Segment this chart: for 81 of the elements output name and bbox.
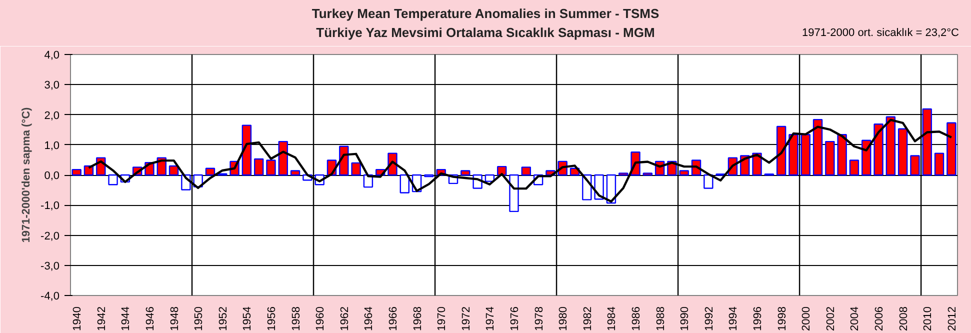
bar bbox=[788, 134, 798, 176]
bar bbox=[837, 134, 847, 176]
bar bbox=[934, 152, 944, 176]
y-tick-label: 2,0 bbox=[44, 110, 60, 122]
x-tick-label: 1956 bbox=[266, 306, 278, 331]
x-tick-label: 1972 bbox=[460, 306, 472, 331]
x-tick-label: 2010 bbox=[922, 306, 934, 331]
bar bbox=[484, 174, 495, 182]
x-tick-label: 1978 bbox=[533, 306, 546, 331]
bar bbox=[108, 174, 118, 186]
x-tick-label: 1994 bbox=[728, 306, 740, 331]
y-tick-label: 0,0 bbox=[44, 170, 60, 182]
bar bbox=[874, 123, 884, 176]
y-tick-label: -4,0 bbox=[40, 290, 60, 302]
y-tick-label: -3,0 bbox=[40, 260, 60, 272]
bar bbox=[922, 108, 932, 176]
bar bbox=[254, 158, 264, 176]
x-tick-label: 1992 bbox=[703, 306, 716, 331]
x-tick-label: 1952 bbox=[217, 306, 230, 331]
bar bbox=[72, 168, 82, 176]
x-tick-label: 1944 bbox=[120, 306, 132, 331]
x-tick-label: 2002 bbox=[824, 306, 837, 331]
x-tick-label: 1970 bbox=[436, 306, 448, 331]
y-tick-label: 4,0 bbox=[44, 50, 60, 62]
bar bbox=[400, 174, 410, 194]
x-tick-label: 2006 bbox=[874, 306, 886, 331]
x-tick-label: 1976 bbox=[509, 306, 521, 331]
bar bbox=[812, 118, 823, 176]
x-tick-label: 2000 bbox=[800, 306, 813, 331]
bar bbox=[825, 140, 835, 176]
x-tick-label: 1998 bbox=[776, 306, 788, 331]
bar bbox=[776, 126, 786, 176]
y-tick-label: 3,0 bbox=[44, 80, 60, 92]
bar bbox=[266, 160, 276, 176]
x-tick-label: 1982 bbox=[582, 306, 594, 331]
x-tick-label: 1950 bbox=[193, 306, 206, 331]
bar bbox=[849, 160, 860, 176]
bar bbox=[886, 116, 896, 176]
x-tick-label: 2008 bbox=[898, 306, 910, 331]
chart-title: Turkey Mean Temperature Anomalies in Summer - TSMS bbox=[310, 6, 660, 21]
chart-subtitle: Türkiye Yaz Mevsimi Ortalama Sıcaklık Sapması - MGM bbox=[316, 25, 655, 40]
x-tick-label: 1988 bbox=[654, 306, 667, 331]
x-tick-label: 1954 bbox=[242, 306, 254, 331]
bar bbox=[910, 155, 920, 176]
bar bbox=[800, 134, 810, 176]
x-tick-label: 1966 bbox=[387, 306, 400, 331]
text: 1971-2000 ort. sicaklık = 23,2°C bbox=[802, 27, 959, 39]
x-tick-label: 1996 bbox=[752, 306, 764, 331]
x-tick-label: 1958 bbox=[290, 306, 302, 331]
bar bbox=[242, 124, 252, 176]
bar bbox=[898, 128, 908, 176]
y-tick-label: -2,0 bbox=[40, 230, 60, 242]
bar bbox=[509, 174, 519, 212]
y-tick-label: 1,0 bbox=[44, 140, 60, 152]
x-tick-label: 1968 bbox=[412, 306, 424, 331]
x-tick-label: 1980 bbox=[558, 306, 570, 331]
x-tick-label: 1948 bbox=[168, 306, 181, 331]
x-tick-label: 1946 bbox=[144, 306, 156, 331]
y-axis-title: 1971-2000'den sapma (°C) bbox=[20, 106, 33, 243]
x-tick-label: 2012 bbox=[946, 306, 958, 331]
x-tick-label: 1960 bbox=[314, 306, 327, 331]
bar bbox=[168, 165, 179, 176]
x-tick-label: 1974 bbox=[484, 306, 497, 331]
bar bbox=[521, 166, 532, 176]
x-tick-label: 2004 bbox=[849, 306, 862, 331]
bar bbox=[704, 174, 714, 189]
bar bbox=[679, 170, 689, 176]
x-tick-label: 1990 bbox=[679, 306, 692, 331]
bar bbox=[946, 122, 956, 176]
bar bbox=[205, 168, 216, 176]
bar bbox=[351, 162, 361, 176]
x-tick-label: 1940 bbox=[72, 306, 84, 331]
x-tick-label: 1942 bbox=[96, 306, 108, 331]
x-tick-label: 1964 bbox=[363, 306, 376, 331]
bar bbox=[460, 170, 470, 176]
x-tick-label: 1962 bbox=[338, 306, 351, 331]
y-tick-label: -1,0 bbox=[40, 200, 60, 212]
bar bbox=[290, 170, 300, 176]
bar bbox=[278, 140, 288, 176]
x-tick-label: 1984 bbox=[606, 306, 618, 331]
x-tick-label: 1986 bbox=[630, 306, 643, 331]
